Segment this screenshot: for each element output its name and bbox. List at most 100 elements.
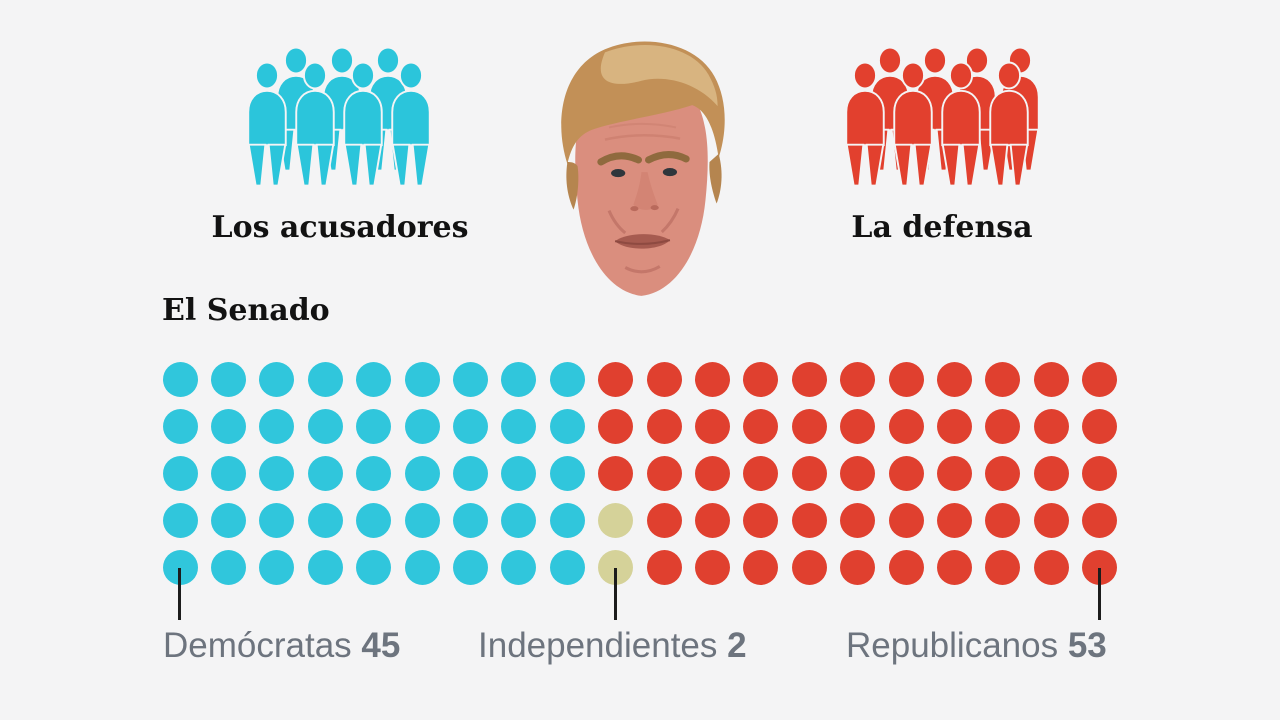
senate-seat-dot: [356, 549, 392, 585]
senate-seat-dot: [646, 502, 682, 538]
senate-seat-dot: [356, 361, 392, 397]
senate-seat-dot: [307, 549, 343, 585]
senate-seat-dot: [743, 549, 779, 585]
senate-seat-dot: [985, 455, 1021, 491]
senate-seat-dot: [356, 408, 392, 444]
senate-seat-dot: [404, 455, 440, 491]
trump-face-image: [544, 30, 739, 302]
senate-seat-dot: [840, 455, 876, 491]
senate-seat-dot: [840, 502, 876, 538]
senate-seat-dot: [501, 408, 537, 444]
senate-seat-dot: [743, 455, 779, 491]
senate-seat-dot: [598, 455, 634, 491]
senate-seat-dot: [598, 502, 634, 538]
senate-seat-dot: [888, 549, 924, 585]
senate-seat-dot: [549, 455, 585, 491]
senate-seat-dot: [888, 455, 924, 491]
accusers-label: Los acusadores: [211, 210, 469, 245]
senate-seat-dot: [791, 502, 827, 538]
senate-seat-dot: [210, 502, 246, 538]
senate-seat-dot: [501, 502, 537, 538]
senate-seat-dot: [840, 361, 876, 397]
senate-seat-dot: [1082, 502, 1118, 538]
senate-seat-dot: [549, 361, 585, 397]
senate-seat-dot: [1033, 549, 1069, 585]
independents-count: 2: [727, 626, 747, 665]
senate-seat-dot: [210, 361, 246, 397]
defense-label: La defensa: [851, 210, 1033, 245]
senate-seat-dot: [694, 549, 730, 585]
senate-seat-dot: [259, 502, 295, 538]
senate-seat-dot: [210, 549, 246, 585]
senate-seat-dot: [791, 549, 827, 585]
senate-seat-dot: [452, 408, 488, 444]
senate-seat-dot: [501, 361, 537, 397]
senate-seat-dot: [1082, 408, 1118, 444]
senate-seat-dot: [936, 549, 972, 585]
senate-seat-dot: [840, 549, 876, 585]
senate-title: El Senado: [162, 293, 330, 328]
senate-seat-dot: [598, 408, 634, 444]
senate-seat-dot: [356, 455, 392, 491]
senate-seat-dot: [1082, 361, 1118, 397]
senate-seat-dot: [694, 408, 730, 444]
senate-seat-dot: [501, 549, 537, 585]
independents-seat-label: Independientes 2: [478, 626, 747, 666]
senate-seat-dot: [646, 361, 682, 397]
independents-name: Independientes: [478, 626, 718, 665]
senate-seat-dot: [162, 455, 198, 491]
senate-seat-dot: [888, 502, 924, 538]
independents-tick-line: [614, 568, 617, 620]
senate-seat-dot: [404, 549, 440, 585]
republicans-count: 53: [1067, 626, 1107, 665]
senate-seat-dot: [162, 408, 198, 444]
senate-seat-dot: [840, 408, 876, 444]
democrats-tick-line: [178, 568, 181, 620]
senate-seat-dot: [452, 455, 488, 491]
senate-seat-dot: [452, 502, 488, 538]
republicans-seat-label: Republicanos 53: [846, 626, 1107, 666]
senate-seat-dot: [791, 408, 827, 444]
senate-seat-dot: [985, 549, 1021, 585]
senate-seat-dot: [307, 361, 343, 397]
senate-seat-dot: [694, 455, 730, 491]
senate-seat-dot: [888, 408, 924, 444]
senate-seat-dot: [259, 361, 295, 397]
senate-seat-dot: [452, 361, 488, 397]
senate-seat-dot: [1033, 502, 1069, 538]
senate-seat-dot: [1082, 455, 1118, 491]
senate-seat-dot: [985, 408, 1021, 444]
senate-seat-dot: [743, 408, 779, 444]
senate-seat-dot: [307, 455, 343, 491]
senate-seat-dot: [404, 408, 440, 444]
senate-seat-dot: [549, 549, 585, 585]
senate-seat-dot: [743, 502, 779, 538]
senate-seat-dot: [598, 361, 634, 397]
republicans-tick-line: [1098, 568, 1101, 620]
senate-seat-dot: [1033, 455, 1069, 491]
senate-seat-dot: [1033, 361, 1069, 397]
senate-seat-dot: [888, 361, 924, 397]
senate-seat-dot: [259, 408, 295, 444]
senate-seat-dot: [646, 549, 682, 585]
trump-face-drawing: [561, 41, 725, 296]
democrats-name: Demócratas: [163, 626, 352, 665]
republicans-name: Republicanos: [846, 626, 1059, 665]
senate-seat-dot: [646, 455, 682, 491]
senate-seat-dot: [985, 361, 1021, 397]
senate-seat-dot: [259, 455, 295, 491]
senate-seat-dot: [694, 361, 730, 397]
senate-seat-dot: [162, 361, 198, 397]
senate-seat-dot: [936, 455, 972, 491]
senate-seat-dot: [307, 408, 343, 444]
senate-seat-dot: [259, 549, 295, 585]
senate-seat-dot: [549, 408, 585, 444]
senate-seat-dot: [404, 361, 440, 397]
senate-seat-dot: [936, 408, 972, 444]
senate-seat-dot: [1033, 408, 1069, 444]
senate-seat-dot: [356, 502, 392, 538]
senate-seat-dot: [936, 502, 972, 538]
senate-seat-dot: [791, 455, 827, 491]
